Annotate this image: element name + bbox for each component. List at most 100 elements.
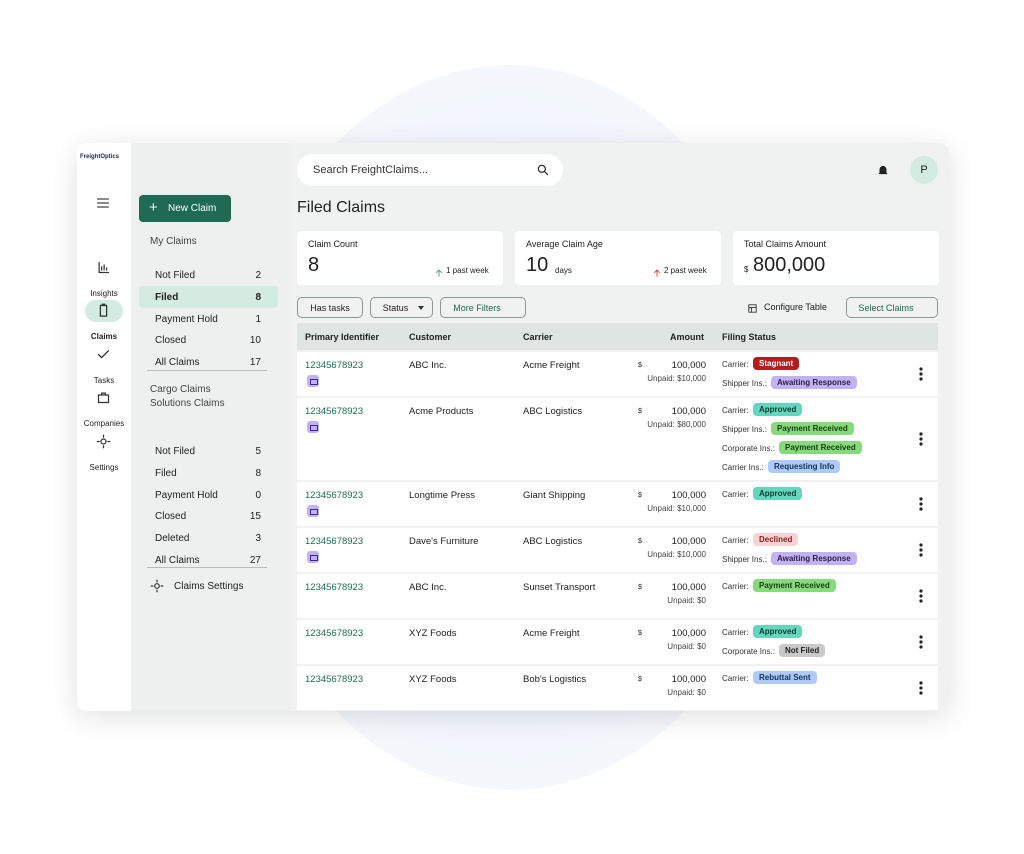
list-count: 3 <box>255 533 261 545</box>
new-claim-button[interactable]: + New Claim <box>139 195 231 222</box>
status-badge: Payment Received <box>753 579 836 592</box>
filter-label[interactable]: More Filters <box>453 303 501 313</box>
filter-button[interactable]: Select Claims <box>846 297 938 318</box>
list-item[interactable]: Filed <box>155 291 179 303</box>
claim-id[interactable]: 12345678923 <box>305 582 364 593</box>
status-party: Carrier: <box>722 490 749 499</box>
filter-label[interactable]: Status <box>382 303 409 313</box>
filter-button[interactable]: Status <box>370 297 433 318</box>
nav-label[interactable]: Tasks <box>93 376 115 385</box>
avatar[interactable]: P <box>910 156 938 184</box>
status-badge: Approved <box>753 403 803 416</box>
status-party: Carrier: <box>722 360 749 369</box>
row-menu[interactable] <box>916 680 926 701</box>
claim-id[interactable]: 12345678923 <box>305 360 364 371</box>
unpaid: Unpaid: $0 <box>667 642 706 651</box>
list-item[interactable]: Payment Hold <box>155 489 218 501</box>
selected-item-bg <box>139 285 278 308</box>
list-item[interactable]: Deleted <box>155 533 190 545</box>
search-box[interactable]: Search FreightClaims... <box>297 154 563 186</box>
status-badge: Requesting Info <box>768 460 841 473</box>
menu-button[interactable] <box>95 195 111 216</box>
configure-table[interactable]: Configure Table <box>764 302 827 312</box>
search-icon[interactable] <box>536 163 550 182</box>
row-menu[interactable] <box>916 542 926 563</box>
stat-card: Claim Count 8 1 past week <box>297 231 503 285</box>
claim-id[interactable]: 12345678923 <box>305 490 364 501</box>
icon <box>97 392 110 404</box>
carrier: ABC Logistics <box>523 536 583 547</box>
status-party: Carrier: <box>722 536 749 545</box>
filter-label[interactable]: Select Claims <box>858 303 914 313</box>
row-menu[interactable] <box>916 496 926 517</box>
list-item[interactable]: Closed <box>155 511 187 523</box>
list-item[interactable]: Not Filed <box>155 446 196 457</box>
filter-button[interactable]: More Filters <box>440 297 526 318</box>
claim-id[interactable]: 12345678923 <box>305 406 364 417</box>
trend-text: 1 past week <box>446 266 489 275</box>
nav-icon[interactable] <box>96 347 111 367</box>
list-item[interactable]: All Claims <box>155 555 200 566</box>
stat-value: 800,000 <box>753 254 826 276</box>
new-claim-label[interactable]: New Claim <box>168 203 217 214</box>
row-menu[interactable] <box>916 431 926 452</box>
table-icon[interactable] <box>747 301 758 319</box>
tag-icon <box>307 505 319 517</box>
table-row[interactable]: 12345678923 ABC Inc. Acme Freight $100,000 U… <box>297 352 938 396</box>
currency: $ <box>638 630 642 637</box>
claim-id[interactable]: 12345678923 <box>305 674 364 685</box>
stat-unit: days <box>555 266 572 275</box>
page-title: Filed Claims <box>297 199 386 216</box>
filter-label[interactable]: Has tasks <box>310 303 350 313</box>
nav-label[interactable]: Insights <box>90 289 118 298</box>
customer: ABC Inc. <box>409 582 447 593</box>
nav-icon[interactable] <box>96 434 111 454</box>
nav-label[interactable]: Companies <box>83 419 125 428</box>
icon <box>99 303 108 317</box>
claims-settings[interactable]: Claims Settings <box>174 581 244 592</box>
list-item[interactable]: Filed <box>155 467 177 479</box>
list-count: 5 <box>255 446 261 457</box>
icon <box>537 164 549 176</box>
list-item[interactable]: All Claims <box>155 357 200 369</box>
status-party: Carrier Ins.: <box>722 463 764 472</box>
stat-value: 10 <box>526 254 549 276</box>
column-header: Amount <box>670 332 704 342</box>
nav-icon[interactable] <box>96 303 111 323</box>
customer: Dave's Furniture <box>409 536 479 547</box>
table-row[interactable]: 12345678923 Longtime Press Giant Shipping $… <box>297 482 938 526</box>
table-row[interactable]: 12345678923 XYZ Foods Acme Freight $100,000… <box>297 620 938 664</box>
claim-id[interactable]: 12345678923 <box>305 536 364 547</box>
row-menu[interactable] <box>916 634 926 655</box>
carrier: Bob's Logistics <box>523 674 587 685</box>
nav-icon[interactable] <box>96 390 111 410</box>
table-row[interactable]: 12345678923 ABC Inc. Sunset Transport $100,… <box>297 574 938 618</box>
search-placeholder[interactable]: Search FreightClaims... <box>313 164 428 176</box>
nav-icon[interactable] <box>96 260 111 280</box>
kebab <box>919 497 923 511</box>
row-menu[interactable] <box>916 588 926 609</box>
currency: $ <box>638 362 642 369</box>
kebab <box>919 635 923 649</box>
table-row[interactable]: 12345678923 Acme Products ABC Logistics $10… <box>297 398 938 480</box>
settings-icon[interactable] <box>150 579 164 598</box>
list-count: 8 <box>255 291 261 303</box>
customer: XYZ Foods <box>409 628 457 639</box>
filter-button[interactable]: Has tasks <box>297 297 363 318</box>
stat-value: 8 <box>308 254 320 276</box>
table-row[interactable]: 12345678923 XYZ Foods Bob's Logistics $100,… <box>297 666 938 710</box>
list-item[interactable]: Closed <box>155 335 187 347</box>
list-item[interactable]: Payment Hold <box>155 313 218 325</box>
list-item[interactable]: Not Filed <box>155 270 196 281</box>
kebab <box>919 432 923 446</box>
claim-id[interactable]: 12345678923 <box>305 628 364 639</box>
status-badge: Rebuttal Sent <box>753 671 817 684</box>
nav-label[interactable]: Claims <box>90 332 118 341</box>
status-badge: Awaiting Response <box>771 552 857 565</box>
row-menu[interactable] <box>916 366 926 387</box>
divider <box>147 370 267 371</box>
notifications[interactable] <box>876 163 890 182</box>
nav-label[interactable]: Settings <box>89 463 119 472</box>
table-row[interactable]: 12345678923 Dave's Furniture ABC Logistics… <box>297 528 938 572</box>
list-count: 8 <box>255 467 261 479</box>
